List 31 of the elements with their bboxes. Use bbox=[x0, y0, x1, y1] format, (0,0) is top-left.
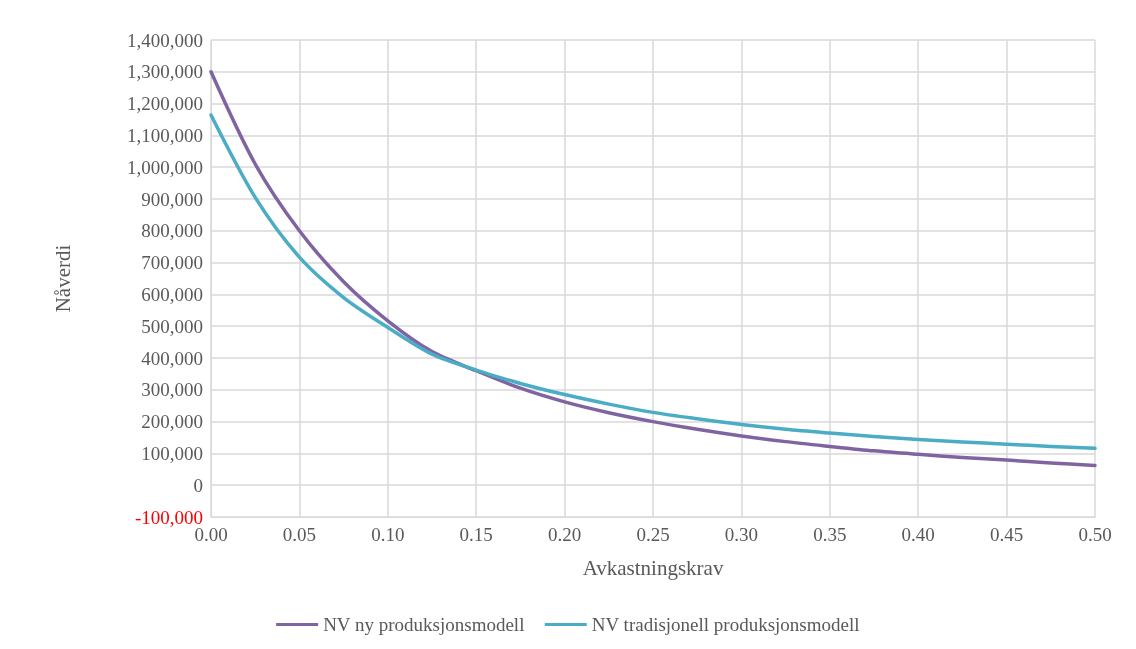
x-tick-label: 0.15 bbox=[459, 524, 493, 545]
y-tick-label: 300,000 bbox=[141, 379, 203, 401]
x-tick-label: 0.30 bbox=[724, 524, 759, 545]
y-axis-title: Nåverdi bbox=[50, 244, 75, 313]
y-tick-label: 100,000 bbox=[141, 442, 203, 464]
x-tick-label: 0.25 bbox=[636, 524, 670, 545]
y-tick-label: 1,100,000 bbox=[127, 124, 203, 146]
y-tick-label: 400,000 bbox=[141, 347, 203, 369]
x-tick-label: 0.35 bbox=[813, 524, 847, 545]
y-tick-label: 1,200,000 bbox=[127, 93, 203, 115]
x-tick-label: 0.50 bbox=[1078, 524, 1112, 545]
y-tick-label: 1,300,000 bbox=[127, 61, 203, 83]
y-tick-label: 1,000,000 bbox=[127, 156, 203, 178]
y-tick-label: 1,400,000 bbox=[127, 29, 203, 51]
line-series bbox=[209, 113, 1097, 451]
y-tick-label: 700,000 bbox=[141, 252, 203, 274]
y-tick-label: 800,000 bbox=[141, 220, 203, 242]
x-tick-label: 0.10 bbox=[371, 524, 405, 545]
legend-label: NV tradisjonell produksjonsmodell bbox=[591, 614, 860, 635]
y-tick-label: 0 bbox=[193, 474, 203, 496]
x-axis-title: Avkastningskrav bbox=[582, 555, 724, 580]
x-tick-label: 0.45 bbox=[989, 524, 1024, 545]
line-series bbox=[209, 70, 1097, 468]
x-tick-label: 0.05 bbox=[282, 524, 317, 545]
x-tick-label: 0.20 bbox=[547, 524, 582, 545]
y-tick-label: 900,000 bbox=[141, 188, 203, 210]
x-tick-label: 0.40 bbox=[901, 524, 935, 545]
y-tick-label: 200,000 bbox=[141, 411, 203, 433]
y-tick-label: 500,000 bbox=[141, 315, 203, 337]
legend-label: NV ny produksjonsmodell bbox=[323, 614, 525, 635]
y-tick-label: 600,000 bbox=[141, 283, 203, 305]
